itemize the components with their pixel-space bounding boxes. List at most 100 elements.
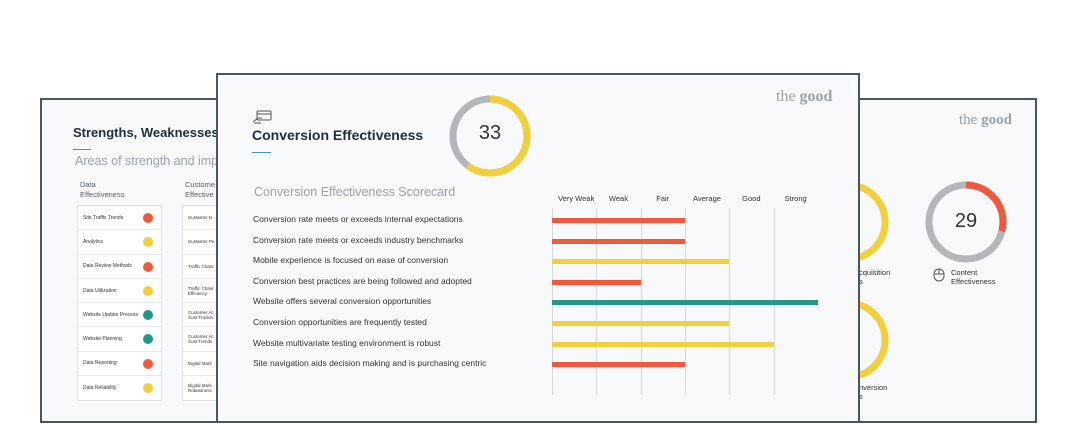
data-effectiveness-row: Website Update Process [78,303,161,328]
data-effectiveness-row-label: Data Utilization [83,287,117,294]
data-effectiveness-row: Site Traffic Trends [78,206,161,231]
title-underline [73,149,91,150]
data-effectiveness-row-label: Data Review Methods [83,263,132,270]
data-effectiveness-row-label: Site Traffic Trends [83,214,124,221]
criterion-label: Conversion opportunities are frequently … [253,317,427,327]
row-label-line1: Customer Ac [188,309,214,315]
data-effectiveness-row-label: Analytics [83,238,104,245]
data-effectiveness-row: Website Planning [78,327,161,352]
brand-logo-bold: good [799,88,833,105]
status-dot [143,237,153,248]
acquisition-label-line2: s [859,277,863,286]
content-label-line2: Effectiveness [951,277,996,286]
row-label-line2: Efficiency [188,290,208,296]
criterion-label: Site navigation aids decision making and… [253,358,487,369]
criterion-label: Conversion rate meets or exceeds interna… [253,214,463,224]
data-effectiveness-heading-line1: Data [80,180,96,189]
criterion-score-bar [552,321,730,326]
criterion-label: Conversion rate meets or exceeds industr… [253,234,464,245]
conversion-effectiveness-card[interactable]: the good Conversion Effectiveness 33 Con… [216,73,860,423]
content-label-line1: Content [951,268,978,277]
data-effectiveness-heading-line2: Effectiveness [80,190,125,199]
status-dot [143,334,153,345]
brand-logo-light: the [776,88,800,105]
status-dot [143,358,153,369]
data-effectiveness-row: Analytics [78,230,161,255]
criterion-label: Conversion best practices are being foll… [253,275,472,286]
status-dot [143,285,153,296]
status-dot [143,261,153,272]
brand-logo-bold: good [981,112,1012,128]
criterion-label: Mobile experience is focused on ease of … [253,255,449,266]
row-label-line1: Traffic Chanr [188,285,214,291]
customer-effectiveness-row-label: Traffic Chanr Efficiency [188,286,214,296]
data-effectiveness-heading: Data Effectiveness [80,180,160,200]
strengths-weaknesses-subtitle: Areas of strength and imp [75,154,219,168]
status-dot [143,213,153,223]
row-label-line1: Digital Mark [188,360,212,366]
criterion-score-bar [552,279,641,285]
criterion-score-bar [552,218,685,223]
brand-logo: the good [776,88,832,106]
criterion-score-bar [552,341,774,347]
row-label-line1: Digital Mark [188,383,212,389]
brand-logo: the good [959,112,1012,129]
customer-effectiveness-row-label: Traffic Chanr [188,264,214,269]
customer-effectiveness-row: Digital Mark Robustness [183,376,261,400]
criterion-score-bar [552,238,685,244]
acquisition-label-line1: cquisition [859,268,891,277]
level-label: Fair [656,194,670,203]
customer-effectiveness-row-label: Customer Ac Cost Trackin [188,310,214,320]
data-effectiveness-row: Data Reporting [78,352,161,377]
conversion-label-line1: nversion [859,383,888,392]
level-label: Very Weak [558,194,595,203]
criterion-label: Website multivariate testing environment… [253,337,441,348]
customer-effectiveness-row-label: Customer N [188,215,212,220]
data-effectiveness-row: Data Utilization [78,279,161,304]
strengths-weaknesses-title: Strengths, Weaknesses & [73,125,232,140]
status-dot [143,383,153,394]
conversion-score-gauge: 33 [448,94,532,178]
scorecard-title: Conversion Effectiveness Scorecard [254,185,456,199]
conversion-label-line2: s [859,392,863,401]
row-label-line2: Robustness [188,388,212,394]
customer-effectiveness-heading: Custome Effective [185,180,255,200]
data-effectiveness-row-label: Data Reporting [83,360,117,367]
criterion-score-bar [552,259,730,265]
content-effectiveness-label: Content Effectiveness [951,268,995,286]
conversion-gauge-ring [449,95,531,177]
conversion-label: nversion s [859,383,887,401]
customer-effectiveness-heading-line2: Effective [185,190,214,199]
level-label: Strong [784,194,807,203]
title-underline [252,152,271,153]
customer-effectiveness-heading-line1: Custome [185,180,216,189]
content-score: 29 [954,210,978,232]
content-gauge [925,181,1007,263]
data-effectiveness-row: Data Reliability [78,376,161,400]
row-label-line2: Cost Trends [188,339,213,345]
row-label-line2: Cost Trackin [188,314,214,320]
acquisition-label: cquisition s [859,268,890,286]
level-label: Average [693,194,721,203]
content-gauge-arc [925,181,1007,263]
data-effectiveness-table: Site Traffic Trends Analytics Data Review … [77,205,162,402]
customer-effectiveness-row-label: Digital Mark [188,361,212,366]
customer-effectiveness-row-label: Digital Mark Robustness [188,383,212,393]
level-label: Weak [608,194,628,203]
data-effectiveness-row-label: Data Reliability [83,385,117,392]
mouse-icon [933,268,945,282]
conversion-score: 33 [478,122,502,144]
level-label: Good [742,194,761,203]
status-dot [143,310,153,321]
conversion-gauge-arc [449,95,531,177]
criterion-label: Website offers several conversion opport… [253,296,432,307]
brand-logo-light: the [959,112,982,128]
row-label-line1: Customer Pe [188,239,215,245]
data-effectiveness-row-label: Website Update Process [83,311,138,318]
conversion-effectiveness-title: Conversion Effectiveness [252,127,424,143]
criterion-score-bar [552,300,818,306]
row-label-line1: Traffic Chanr [188,263,214,269]
data-effectiveness-row-label: Website Planning [83,336,122,343]
criterion-score-bar [552,362,685,368]
row-label-line1: Customer N [188,215,213,221]
